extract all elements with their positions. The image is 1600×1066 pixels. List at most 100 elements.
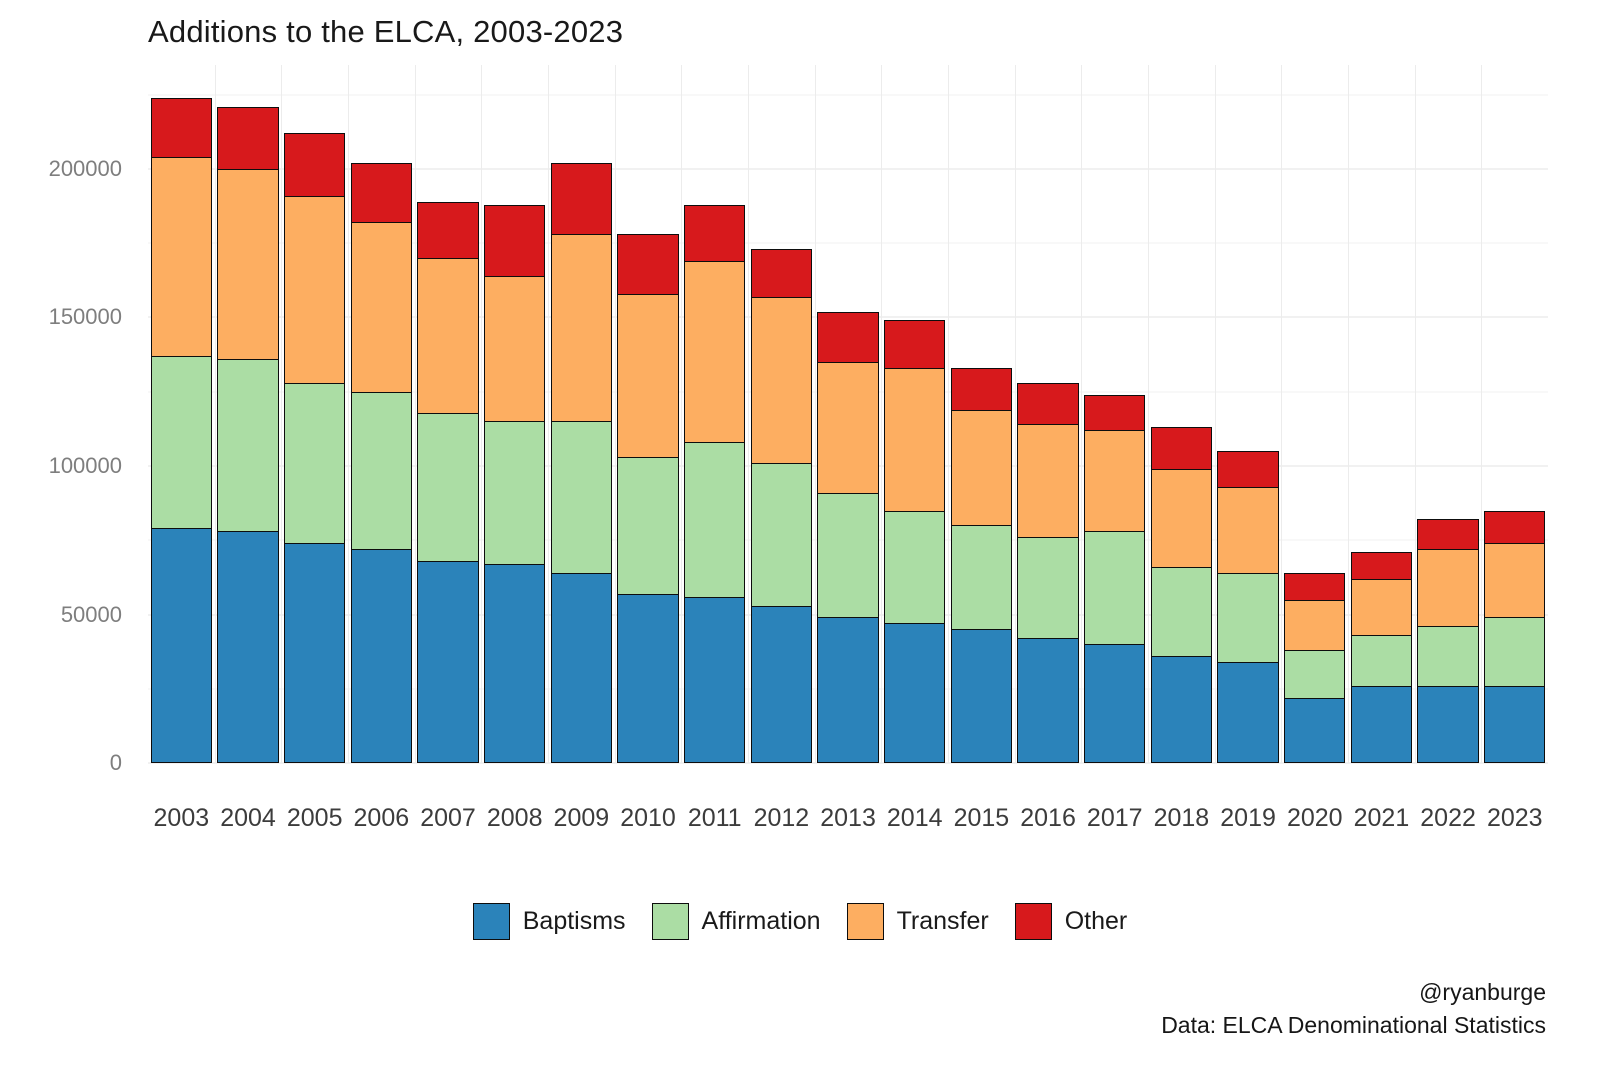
gridline-v	[748, 65, 749, 763]
x-tick-label-2020: 2020	[1286, 803, 1343, 832]
legend-item-affirmation: Affirmation	[651, 903, 821, 940]
bar-group-2023	[1481, 65, 1548, 763]
bar-segment-baptisms-2019	[1217, 662, 1279, 763]
legend-label: Other	[1064, 907, 1128, 935]
bar-segment-other-2012	[750, 249, 813, 297]
bar-segment-transfer-2019	[1217, 486, 1279, 573]
gridline-v	[1348, 65, 1349, 763]
gridline-v	[814, 65, 816, 763]
y-axis: 0 50000 100000 150000 200000	[0, 65, 136, 775]
bar-segment-affirmation-2015	[950, 525, 1013, 630]
bar-group-2003	[148, 65, 215, 763]
legend-item-baptisms: Baptisms	[472, 903, 626, 940]
bar-group-2011	[681, 65, 748, 763]
bar-segment-other-2019	[1217, 451, 1279, 487]
bar-segment-affirmation-2014	[884, 510, 946, 624]
bar-segment-transfer-2009	[550, 234, 613, 422]
legend-swatch-affirmation	[651, 903, 689, 940]
x-tick-label-2008: 2008	[486, 803, 543, 832]
bar-segment-baptisms-2003	[150, 528, 212, 763]
gridline-v	[1014, 65, 1016, 763]
bar-segment-baptisms-2011	[684, 596, 746, 763]
bar-group-2006	[348, 65, 415, 763]
y-tick-label: 0	[109, 750, 122, 775]
bar-segment-other-2010	[617, 234, 679, 294]
bar-segment-affirmation-2008	[484, 421, 546, 564]
x-tick-label-2023: 2023	[1486, 803, 1543, 832]
bar-group-2018	[1148, 65, 1215, 763]
legend-item-transfer: Transfer	[846, 903, 989, 940]
bar-group-2022	[1415, 65, 1482, 763]
x-tick-label-2016: 2016	[1020, 803, 1076, 832]
bar-segment-other-2023	[1484, 510, 1546, 544]
bar-group-2013	[815, 65, 882, 763]
bar-segment-transfer-2016	[1017, 424, 1079, 538]
bar-segment-transfer-2023	[1484, 543, 1546, 618]
bar-segment-transfer-2008	[484, 275, 546, 422]
gridline-v	[681, 65, 683, 763]
stacked-bar-2007	[417, 201, 479, 763]
x-tick-label-2022: 2022	[1420, 803, 1476, 832]
bar-segment-baptisms-2018	[1150, 656, 1213, 763]
bar-group-2008	[481, 65, 548, 763]
bar-segment-other-2009	[550, 163, 613, 235]
bar-segment-affirmation-2017	[1084, 531, 1146, 645]
stacked-bar-2005	[284, 133, 346, 763]
x-tick-label-2010: 2010	[620, 803, 676, 832]
bar-segment-other-2014	[884, 320, 946, 368]
stacked-bar-2019	[1217, 451, 1279, 763]
caption: @ryanburge Data: ELCA Denominational Sta…	[1161, 976, 1546, 1041]
bar-group-2016	[1015, 65, 1082, 763]
bar-group-2019	[1215, 65, 1282, 763]
bar-segment-other-2020	[1284, 572, 1346, 600]
bar-segment-other-2015	[950, 367, 1013, 410]
gridline-v	[1481, 65, 1483, 763]
x-tick-label-2007: 2007	[420, 803, 476, 832]
stacked-bar-2016	[1017, 382, 1079, 763]
stacked-bar-2017	[1084, 394, 1146, 763]
stacked-bar-2003	[150, 97, 212, 763]
caption-source: Data: ELCA Denominational Statistics	[1161, 1011, 1546, 1038]
legend-swatch-other	[1014, 903, 1052, 940]
x-tick-label-2021: 2021	[1353, 803, 1410, 832]
bar-segment-other-2016	[1017, 382, 1079, 425]
bar-segment-baptisms-2014	[884, 623, 946, 763]
x-tick-label-2012: 2012	[753, 803, 810, 832]
bar-group-2005	[281, 65, 348, 763]
gridline-v	[1148, 65, 1149, 763]
x-tick-label-2009: 2009	[553, 803, 610, 832]
bar-segment-baptisms-2017	[1084, 644, 1146, 763]
stacked-bar-2006	[350, 163, 413, 763]
gridline-h	[148, 168, 1548, 170]
bar-segment-transfer-2011	[684, 261, 746, 443]
gridline-v	[281, 65, 283, 763]
bar-segment-transfer-2022	[1417, 549, 1479, 627]
bar-segment-affirmation-2019	[1217, 572, 1279, 663]
y-tick-label: 150000	[48, 304, 122, 330]
x-tick-label-2005: 2005	[286, 803, 343, 832]
bar-segment-baptisms-2012	[750, 605, 813, 763]
gridline-h	[148, 762, 1548, 764]
gridline-v	[1081, 65, 1083, 763]
gridline-v	[1414, 65, 1416, 763]
bar-segment-transfer-2017	[1084, 430, 1146, 532]
bar-segment-affirmation-2003	[150, 356, 212, 529]
bar-group-2004	[215, 65, 282, 763]
bar-segment-transfer-2003	[150, 157, 212, 357]
bar-segment-affirmation-2011	[684, 442, 746, 597]
bar-segment-other-2005	[284, 133, 346, 196]
bar-segment-transfer-2020	[1284, 599, 1346, 651]
bar-segment-other-2003	[150, 97, 212, 158]
bar-group-2014	[881, 65, 948, 763]
legend-swatch-transfer	[846, 903, 884, 940]
bar-group-2007	[415, 65, 482, 763]
x-tick-label-2013: 2013	[820, 803, 876, 832]
bar-segment-transfer-2014	[884, 367, 946, 511]
x-axis: 2003 2004 2005 2006 2007 2008 2009 2010 2011 2012…	[148, 798, 1548, 838]
bar-segment-baptisms-2007	[417, 561, 479, 763]
bar-segment-affirmation-2009	[550, 421, 613, 573]
bar-segment-baptisms-2010	[617, 593, 679, 763]
bar-segment-baptisms-2021	[1350, 685, 1413, 763]
stacked-bar-2012	[750, 249, 813, 763]
